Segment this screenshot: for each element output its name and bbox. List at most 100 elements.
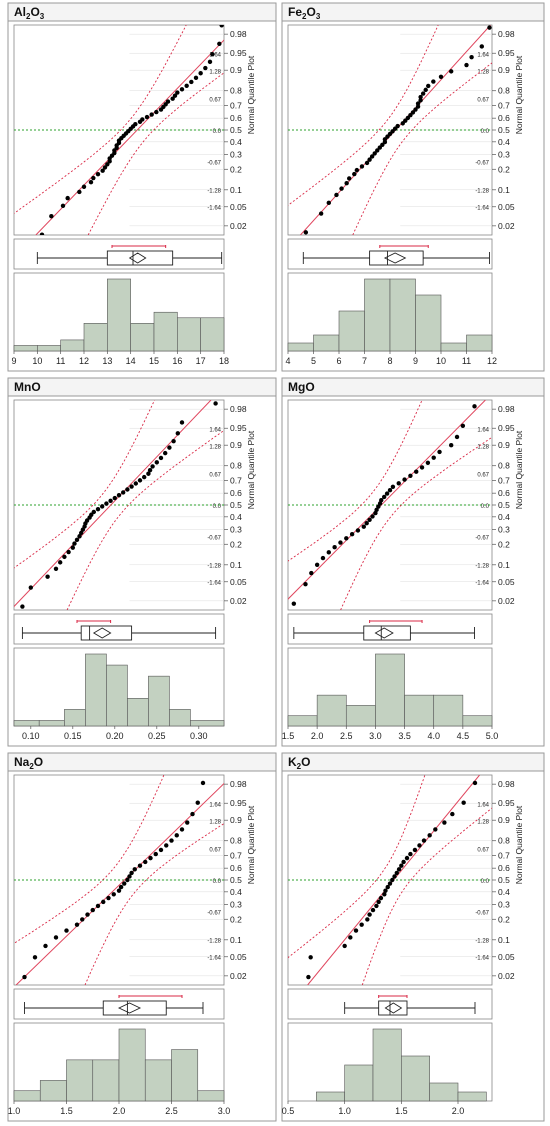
quantile-point: [376, 899, 381, 905]
x-tick-label: 0.5: [282, 1106, 295, 1116]
z-tick-label: 1.64: [477, 427, 489, 433]
quantile-point: [53, 935, 59, 940]
quantile-point: [353, 928, 359, 933]
title-sub: 2: [26, 12, 31, 21]
mean-diamond: [92, 627, 112, 639]
x-tick-label: 11: [56, 356, 65, 366]
z-tick-label: 1.64: [477, 52, 489, 58]
z-tick-label: 0.67: [209, 473, 221, 479]
quantile-point: [190, 811, 195, 817]
prob-tick-label: 0.5: [498, 125, 510, 135]
prob-tick-label: 0.98: [230, 779, 247, 789]
quantile-point: [382, 892, 387, 897]
quantile-point: [408, 851, 413, 857]
quantile-point: [137, 478, 143, 483]
histogram-bar: [66, 1059, 94, 1102]
quantile-point: [179, 87, 185, 92]
quantile-point: [179, 420, 185, 425]
z-tick-label: -1.28: [207, 189, 221, 195]
quantile-point: [116, 493, 122, 498]
shortest-half-bracket: [111, 245, 167, 248]
quantile-point: [195, 800, 200, 805]
prob-tick-label: 0.7: [230, 101, 242, 111]
quantile-point: [364, 520, 369, 526]
quantile-point: [460, 423, 466, 428]
quantile-point: [344, 536, 349, 541]
quantile-point: [49, 214, 54, 219]
quantile-axis-label: Normal Quantile Plot: [246, 805, 256, 884]
histogram-bar: [190, 720, 225, 727]
z-tick-label: 1.64: [209, 802, 221, 808]
histogram-bar: [287, 342, 314, 352]
quantile-point: [169, 838, 174, 843]
quantile-point: [122, 881, 127, 886]
z-tick-label: 0.0: [481, 504, 490, 510]
quantile-point: [118, 884, 124, 890]
quantile-point: [74, 537, 80, 543]
quantile-point: [62, 554, 67, 560]
quantile-point: [395, 123, 400, 129]
quantile-point: [144, 114, 150, 120]
prob-tick-label: 0.6: [498, 488, 510, 498]
quantile-plot-content: [288, 775, 492, 985]
histogram-bar: [440, 342, 467, 352]
quantile-point: [314, 562, 320, 568]
quantile-point: [28, 585, 33, 590]
quantile-point: [401, 859, 406, 865]
title-main: Na: [14, 755, 30, 769]
histogram-bar: [171, 1049, 199, 1102]
quantile-point: [133, 121, 138, 127]
prob-tick-label: 0.1: [498, 560, 510, 570]
histogram-bar: [130, 323, 155, 352]
quantile-point: [164, 843, 169, 848]
histogram-bar: [92, 1059, 120, 1102]
shortest-half-bracket: [379, 245, 429, 248]
x-tick-label: 4.5: [457, 731, 470, 741]
quantile-point: [217, 41, 222, 46]
quantile-point: [207, 59, 213, 65]
quantile-point: [80, 917, 85, 922]
quantile-point: [90, 907, 95, 913]
quantile-point: [369, 154, 375, 159]
prob-tick-label: 0.3: [498, 149, 510, 159]
quantile-point: [146, 471, 151, 476]
histogram-bar: [107, 278, 131, 352]
confidence-band-left: [288, 25, 439, 206]
quantile-point: [370, 907, 376, 913]
quantile-point: [421, 838, 427, 843]
x-tick-label: 2.0: [311, 731, 324, 741]
quantile-point: [77, 189, 82, 195]
confidence-band-right: [352, 62, 492, 235]
mean-diamond: [128, 252, 147, 264]
quantile-point: [108, 498, 113, 504]
prob-tick-label: 0.3: [498, 524, 510, 534]
quantile-point: [364, 160, 370, 166]
quantile-point: [106, 895, 111, 901]
quantile-point: [394, 870, 399, 876]
histogram-bar: [462, 715, 493, 727]
quantile-point: [381, 494, 387, 500]
quantile-point: [291, 601, 297, 606]
quantile-point: [95, 172, 101, 177]
prob-tick-label: 0.95: [230, 798, 247, 808]
x-tick-label: 1.5: [395, 1106, 408, 1116]
prob-tick-label: 0.05: [498, 952, 515, 962]
prob-tick-label: 0.3: [230, 149, 242, 159]
quantile-point: [193, 75, 199, 81]
iqr-box: [80, 625, 133, 641]
x-tick-label: 16: [172, 356, 182, 366]
quantile-point: [426, 83, 431, 89]
quantile-axis-label: Normal Quantile Plot: [246, 55, 256, 134]
quantile-point: [158, 455, 164, 461]
z-tick-label: 1.28: [209, 444, 221, 450]
quantile-point: [77, 534, 82, 539]
shortest-half-bracket: [118, 995, 183, 998]
x-tick-label: 9: [11, 356, 16, 366]
quantile-point: [399, 863, 404, 868]
prob-tick-label: 0.8: [230, 836, 242, 846]
iqr-box: [102, 1000, 167, 1016]
quantile-point: [132, 867, 137, 872]
prob-tick-label: 0.2: [498, 164, 510, 174]
prob-tick-label: 0.1: [498, 935, 510, 945]
